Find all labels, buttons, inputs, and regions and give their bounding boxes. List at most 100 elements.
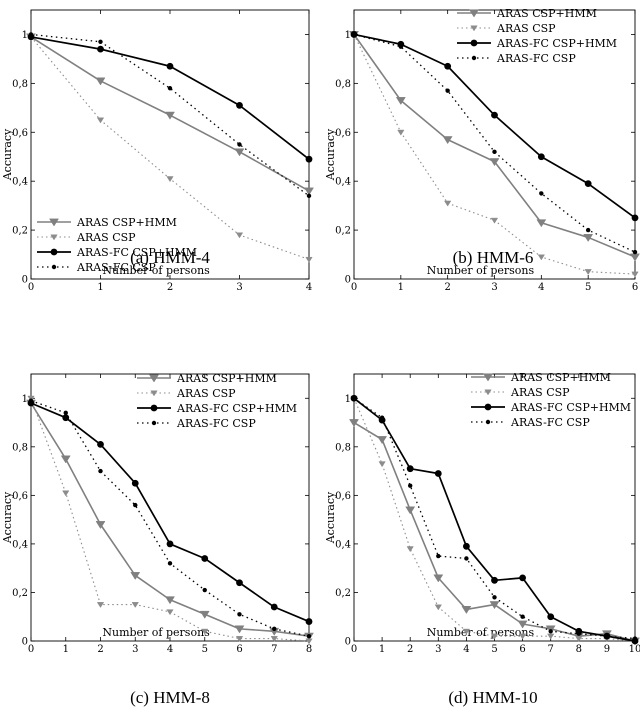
- data-point-series-2: [406, 546, 414, 553]
- x-axis-label: Number of persons: [427, 626, 535, 639]
- y-tick-label: 1: [345, 394, 351, 405]
- legend-entry-label: ARAS CSP: [510, 386, 570, 399]
- x-tick-label: 5: [585, 282, 591, 293]
- x-tick-label: 3: [491, 282, 497, 293]
- subfigure-caption: (c) HMM-8: [130, 688, 210, 707]
- x-tick-label: 2: [97, 644, 103, 655]
- legend-entry-label: ARAS CSP: [496, 22, 556, 35]
- subfigure-caption: (d) HMM-10: [448, 688, 537, 707]
- data-point-series-2: [537, 254, 545, 261]
- legend-entry-label: ARAS CSP+HMM: [176, 372, 277, 385]
- data-point-series-4: [604, 633, 610, 639]
- legend-marker-4: [471, 55, 477, 61]
- data-point-series-2: [62, 490, 70, 497]
- y-axis-label: Accuracy: [1, 128, 14, 181]
- data-point-series-4: [98, 468, 103, 474]
- legend-marker-4: [151, 420, 157, 426]
- y-tick-label: 0,6: [12, 491, 28, 502]
- data-point-series-4: [379, 415, 385, 420]
- y-tick-label: 0: [22, 637, 28, 648]
- subfigure-caption: (a) HMM-4: [130, 248, 210, 267]
- series-line-3: [353, 33, 636, 219]
- data-point-series-4: [398, 44, 404, 49]
- data-point-series-3: [584, 180, 592, 188]
- data-point-series-2: [575, 636, 583, 642]
- y-tick-label: 1: [22, 30, 28, 41]
- y-tick-label: 0: [345, 637, 351, 648]
- legend-marker-1: [469, 9, 479, 18]
- data-point-series-4: [632, 249, 638, 255]
- data-point-series-3: [236, 101, 243, 109]
- data-point-series-2: [305, 638, 313, 645]
- data-point-series-3: [631, 214, 639, 222]
- data-point-series-2: [166, 609, 174, 616]
- data-point-series-3: [519, 574, 526, 582]
- legend-entry-label: ARAS-FC CSP: [176, 417, 256, 430]
- data-point-series-3: [236, 579, 243, 587]
- data-point-series-4: [237, 612, 242, 617]
- plot-frame: [30, 9, 310, 280]
- data-point-series-3: [547, 613, 555, 621]
- data-point-series-3: [166, 540, 174, 548]
- legend-entry-label: ARAS-FC CSP: [76, 261, 156, 274]
- data-point-series-2: [378, 461, 386, 468]
- y-tick-label: 0,2: [335, 588, 351, 599]
- x-axis-label: Number of persons: [102, 264, 210, 277]
- y-tick-label: 0,2: [335, 226, 351, 237]
- legend-entry-label: ARAS CSP: [76, 231, 136, 244]
- data-point-series-3: [97, 440, 104, 448]
- data-point-series-2: [166, 176, 174, 183]
- series-line-2: [353, 34, 636, 275]
- y-tick-label: 0,8: [335, 442, 351, 453]
- data-point-series-2: [235, 232, 244, 239]
- x-tick-label: 0: [351, 282, 357, 293]
- data-point-series-2: [434, 604, 442, 611]
- data-point-series-2: [305, 256, 313, 263]
- data-point-series-1: [199, 610, 210, 619]
- x-tick-label: 8: [576, 644, 582, 655]
- data-point-series-2: [397, 129, 405, 136]
- y-tick-label: 0,8: [12, 79, 28, 90]
- data-point-series-2: [518, 633, 527, 640]
- data-point-series-3: [270, 603, 278, 611]
- y-tick-label: 0,6: [12, 128, 28, 139]
- series-line-2: [30, 398, 310, 642]
- data-point-series-3: [62, 414, 70, 422]
- data-point-series-3: [491, 576, 498, 584]
- data-point-series-1: [349, 419, 359, 428]
- data-point-series-1: [461, 606, 472, 614]
- data-point-series-4: [167, 86, 173, 91]
- x-axis-label: Number of persons: [427, 264, 535, 277]
- x-tick-label: 4: [306, 282, 312, 293]
- x-tick-label: 5: [202, 644, 208, 655]
- data-point-series-1: [433, 574, 444, 583]
- data-point-series-4: [492, 149, 497, 155]
- data-point-series-2: [96, 602, 105, 608]
- data-point-series-1: [536, 219, 547, 228]
- y-tick-label: 1: [345, 30, 351, 41]
- legend: ARAS CSP+HMM ARAS CSP ARAS-FC CSP+HMM ARAS-…: [137, 372, 297, 430]
- legend-marker-1: [49, 218, 59, 227]
- x-tick-label: 9: [604, 644, 610, 655]
- data-point-series-4: [202, 587, 207, 593]
- data-point-series-4: [237, 142, 242, 147]
- y-tick-label: 0,8: [12, 442, 28, 453]
- data-point-series-4: [539, 191, 544, 196]
- data-point-series-4: [464, 556, 469, 561]
- legend-entry-label: ARAS CSP+HMM: [76, 216, 177, 229]
- data-point-series-3: [166, 62, 174, 70]
- y-tick-label: 0: [345, 275, 351, 286]
- data-point-series-4: [98, 39, 103, 44]
- x-tick-label: 2: [407, 644, 413, 655]
- data-point-series-2: [235, 636, 244, 642]
- data-point-series-2: [462, 628, 471, 635]
- data-point-series-1: [442, 136, 453, 145]
- x-tick-label: 2: [444, 282, 450, 293]
- x-tick-label: 7: [548, 644, 554, 655]
- legend-entry-label: ARAS CSP: [176, 387, 236, 400]
- legend-marker-1: [483, 373, 493, 382]
- data-point-series-4: [272, 626, 277, 632]
- data-point-series-1: [630, 253, 640, 262]
- legend: ARAS CSP+HMM ARAS CSP ARAS-FC CSP+HMM ARAS-…: [37, 216, 197, 274]
